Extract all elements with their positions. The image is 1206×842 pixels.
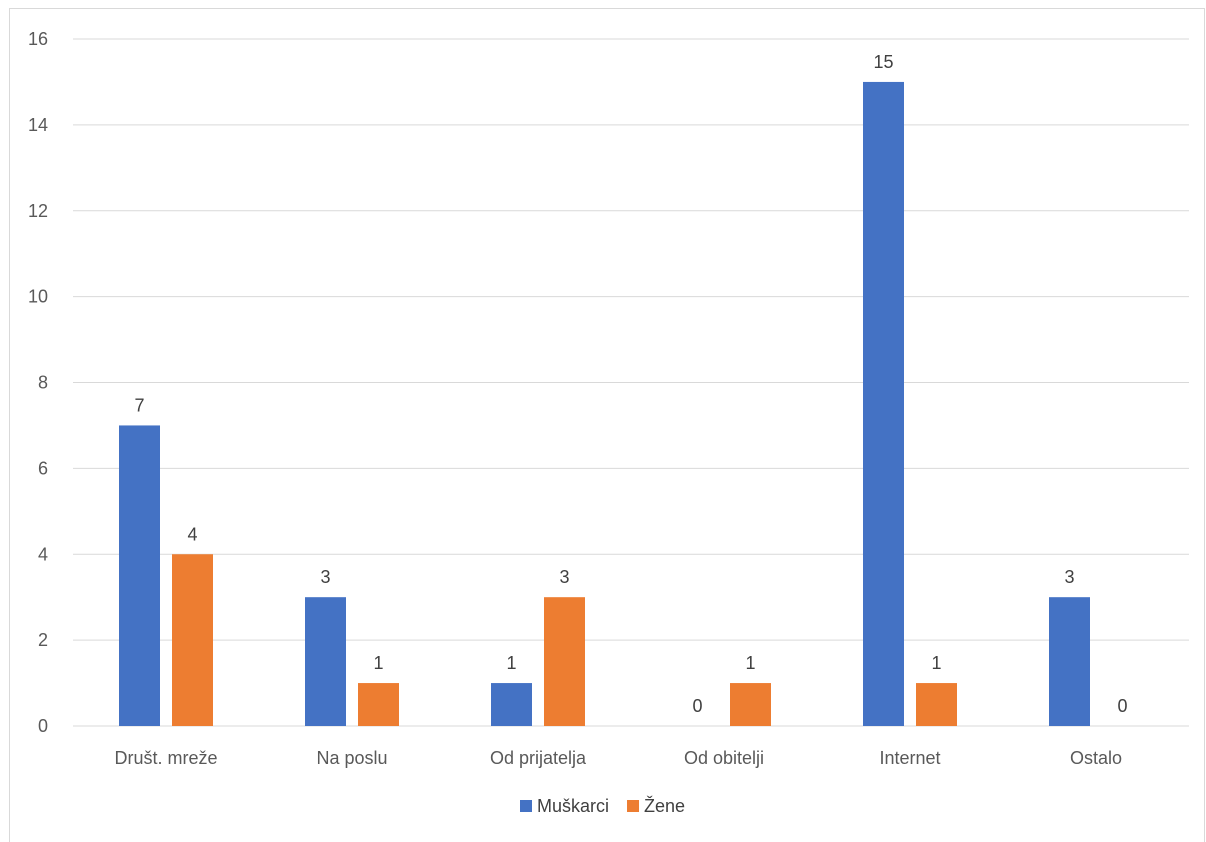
- data-label: 4: [187, 524, 197, 544]
- data-label: 3: [1064, 567, 1074, 587]
- data-label: 1: [373, 653, 383, 673]
- x-tick-label: Od obitelji: [684, 748, 764, 768]
- data-label: 0: [1117, 696, 1127, 716]
- data-label: 7: [134, 395, 144, 415]
- bar-zene: [544, 597, 585, 726]
- y-tick-label: 0: [38, 716, 48, 736]
- y-tick-label: 8: [38, 373, 48, 393]
- x-axis-tick-labels: Društ. mreže Na poslu Od prijatelja Od obit…: [114, 748, 1122, 768]
- y-tick-label: 14: [28, 115, 48, 135]
- y-tick-label: 6: [38, 458, 48, 478]
- y-axis-tick-labels: 0 2 4 6 8 10 12 14 16: [28, 29, 48, 736]
- legend-label: Muškarci: [537, 796, 609, 816]
- data-label: 3: [320, 567, 330, 587]
- y-tick-label: 10: [28, 287, 48, 307]
- x-tick-label: Internet: [879, 748, 940, 768]
- legend-swatch: [520, 800, 532, 812]
- data-label: 1: [506, 653, 516, 673]
- y-tick-label: 2: [38, 630, 48, 650]
- bar-muskarci: [119, 425, 160, 726]
- legend: Muškarci Žene: [520, 796, 685, 816]
- bar-muskarci: [863, 81, 904, 726]
- gridlines: [73, 38, 1189, 727]
- data-label: 0: [692, 696, 702, 716]
- x-tick-label: Ostalo: [1070, 748, 1122, 768]
- data-label: 15: [873, 52, 893, 72]
- legend-label: Žene: [644, 796, 685, 816]
- y-tick-label: 4: [38, 544, 48, 564]
- bar-muskarci: [1049, 597, 1090, 726]
- bar-muskarci: [305, 597, 346, 726]
- bars: [119, 81, 1090, 726]
- x-tick-label: Od prijatelja: [490, 748, 587, 768]
- y-tick-label: 12: [28, 201, 48, 221]
- bar-zene: [916, 683, 957, 726]
- bar-zene: [172, 554, 213, 726]
- x-tick-label: Društ. mreže: [114, 748, 217, 768]
- bar-zene: [730, 683, 771, 726]
- data-label: 1: [931, 653, 941, 673]
- bar-muskarci: [491, 683, 532, 726]
- data-label: 1: [745, 653, 755, 673]
- x-tick-label: Na poslu: [316, 748, 387, 768]
- data-labels: 7 4 3 1 1 3 0 1 15 1 3 0: [134, 52, 1127, 716]
- y-tick-label: 16: [28, 29, 48, 49]
- legend-swatch: [627, 800, 640, 812]
- bar-zene: [358, 683, 399, 726]
- data-label: 3: [559, 567, 569, 587]
